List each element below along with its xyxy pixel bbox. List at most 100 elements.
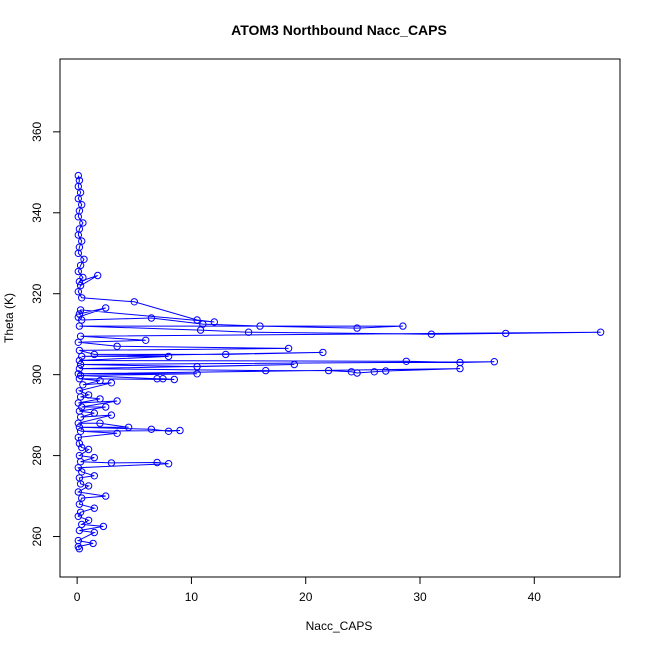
data-point <box>490 358 498 366</box>
data-point <box>76 427 85 435</box>
data-point <box>113 429 121 437</box>
data-point <box>74 488 83 496</box>
data-point <box>502 329 510 338</box>
data-point <box>153 375 161 383</box>
data-point <box>113 397 121 405</box>
data-point <box>193 316 201 324</box>
x-tick-label: 20 <box>299 590 313 604</box>
data-point <box>142 336 150 344</box>
x-axis: 0 10 20 30 40 <box>74 576 542 604</box>
data-point <box>78 468 86 476</box>
data-point <box>170 375 179 384</box>
data-point <box>176 426 184 435</box>
data-point <box>96 377 104 385</box>
data-point <box>107 411 116 419</box>
data-point <box>90 453 99 462</box>
y-axis-label: Theta (K) <box>2 293 16 343</box>
data-point <box>76 360 85 369</box>
data-point <box>75 375 84 383</box>
data-point <box>84 445 93 454</box>
data-point <box>74 171 83 180</box>
data-point <box>347 368 356 376</box>
data-point <box>164 352 173 361</box>
data-point <box>84 482 93 490</box>
data-point <box>90 504 99 512</box>
data-point <box>78 443 86 452</box>
data-point <box>75 277 84 286</box>
data-point <box>89 539 97 548</box>
data-point <box>130 298 139 306</box>
chart-title: ATOM3 Northbound Nacc_CAPS <box>231 22 447 38</box>
data-point <box>262 366 270 375</box>
data-point <box>222 350 230 359</box>
data-point <box>290 360 298 369</box>
data-point <box>164 427 173 435</box>
data-point <box>124 423 133 431</box>
data-point <box>79 219 87 227</box>
data-point <box>76 306 85 314</box>
data-point <box>74 267 83 276</box>
data-point <box>75 439 84 448</box>
data-point <box>78 201 86 209</box>
data-point <box>78 352 86 361</box>
data-point <box>107 459 116 467</box>
y-tick-label: 280 <box>30 445 44 465</box>
data-point <box>353 369 361 377</box>
data-point <box>319 348 327 357</box>
data-point <box>76 332 85 340</box>
data-point <box>153 458 161 467</box>
data-point <box>75 364 84 373</box>
data-point <box>78 520 86 529</box>
data-point <box>78 316 86 324</box>
data-point <box>196 326 205 334</box>
y-tick-label: 260 <box>30 526 44 546</box>
data-point <box>210 318 219 326</box>
data-point <box>90 472 99 480</box>
series-line <box>76 175 601 549</box>
data-point <box>74 213 83 221</box>
x-tick-label: 0 <box>74 590 81 604</box>
data-point <box>107 379 116 387</box>
data-point <box>79 381 87 389</box>
data-point <box>324 366 333 375</box>
x-tick-label: 30 <box>413 590 427 604</box>
data-point <box>75 526 84 535</box>
data-point <box>102 304 110 312</box>
data-point <box>596 328 605 336</box>
data-point <box>80 255 88 263</box>
data-point <box>74 338 83 346</box>
data-point <box>76 508 85 516</box>
data-point <box>75 423 84 431</box>
y-tick-label: 300 <box>30 364 44 384</box>
data-point <box>76 261 85 270</box>
data-point <box>75 356 84 365</box>
series-layer <box>74 171 605 553</box>
data-point <box>74 249 83 258</box>
data-point <box>102 403 110 411</box>
data-point <box>102 492 110 500</box>
y-tick-label: 360 <box>30 122 44 142</box>
data-point <box>76 393 85 401</box>
data-point <box>244 328 253 336</box>
x-tick-label: 40 <box>528 590 542 604</box>
data-point <box>75 322 84 330</box>
data-point <box>94 271 102 280</box>
data-point <box>284 344 293 353</box>
data-point <box>96 419 104 427</box>
data-point <box>75 500 84 508</box>
data-point <box>74 370 83 378</box>
data-point <box>147 314 156 322</box>
data-point <box>74 231 83 239</box>
data-point <box>193 362 201 371</box>
data-point <box>399 322 407 330</box>
data-point <box>353 324 361 332</box>
data-point <box>456 364 464 373</box>
data-point <box>90 350 99 359</box>
data-point <box>90 528 99 537</box>
data-point <box>427 330 436 338</box>
data-point <box>78 237 86 245</box>
x-axis-label: Nacc_CAPS <box>306 619 373 633</box>
data-point <box>96 395 104 403</box>
data-point <box>74 419 83 427</box>
data-point <box>84 391 93 399</box>
